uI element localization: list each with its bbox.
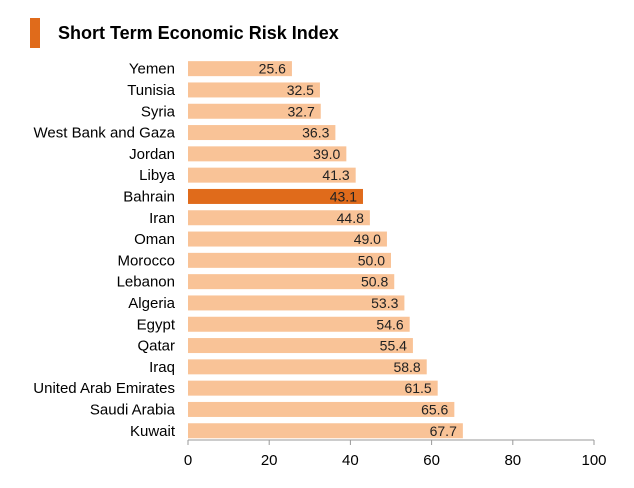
value-label: 36.3 — [302, 125, 329, 141]
value-label: 50.8 — [361, 274, 388, 290]
category-label: Yemen — [129, 61, 175, 78]
bar-egypt — [188, 316, 410, 332]
x-tick-label: 40 — [342, 452, 359, 469]
value-label: 49.0 — [354, 231, 381, 247]
value-label: 32.7 — [288, 103, 315, 119]
category-label: Jordan — [129, 146, 175, 163]
bar-iraq — [188, 359, 427, 375]
value-label: 65.6 — [421, 401, 448, 417]
category-label: Lebanon — [117, 274, 175, 291]
category-label: Qatar — [137, 338, 175, 355]
value-label: 43.1 — [330, 188, 357, 204]
category-label: Egypt — [137, 316, 176, 333]
bar-syria — [188, 103, 321, 119]
category-label: Iran — [149, 210, 175, 227]
x-tick-label: 60 — [423, 452, 440, 469]
bar-bahrain — [188, 188, 363, 204]
category-label: Syria — [141, 103, 176, 120]
value-label: 61.5 — [404, 380, 431, 396]
x-tick-label: 100 — [581, 452, 606, 469]
category-label: Morocco — [117, 252, 175, 269]
value-label: 44.8 — [337, 210, 364, 226]
bar-libya — [188, 167, 356, 183]
bar-morocco — [188, 252, 391, 268]
value-label: 41.3 — [322, 167, 349, 183]
chart-title: Short Term Economic Risk Index — [58, 22, 339, 43]
value-label: 39.0 — [313, 146, 340, 162]
category-label: United Arab Emirates — [33, 380, 175, 397]
bar-saudi-arabia — [188, 401, 455, 417]
bar-jordan — [188, 146, 347, 162]
value-label: 32.5 — [287, 82, 314, 98]
category-label: Kuwait — [130, 423, 176, 440]
x-tick-label: 20 — [261, 452, 278, 469]
category-label: Bahrain — [123, 188, 175, 205]
bar-kuwait — [188, 423, 463, 439]
category-label: West Bank and Gaza — [34, 125, 176, 142]
bar-lebanon — [188, 274, 395, 290]
x-tick-label: 80 — [504, 452, 521, 469]
title-accent-bar — [30, 18, 40, 48]
value-label: 53.3 — [371, 295, 398, 311]
value-label: 55.4 — [380, 338, 407, 354]
chart-title-block: Short Term Economic Risk Index — [30, 18, 339, 48]
value-label: 67.7 — [430, 423, 457, 439]
category-label: Saudi Arabia — [90, 401, 176, 418]
bar-iran — [188, 210, 370, 226]
category-label: Libya — [139, 167, 176, 184]
category-label: Tunisia — [127, 82, 175, 99]
category-label: Algeria — [128, 295, 175, 312]
value-label: 54.6 — [376, 316, 403, 332]
bar-west-bank-and-gaza — [188, 125, 336, 141]
bar-qatar — [188, 338, 413, 354]
x-tick-label: 0 — [184, 452, 192, 469]
bar-yemen — [188, 61, 292, 77]
bar-oman — [188, 231, 387, 247]
category-label: Oman — [134, 231, 175, 248]
category-label: Iraq — [149, 359, 175, 376]
value-label: 58.8 — [393, 359, 420, 375]
value-label: 25.6 — [259, 61, 286, 77]
bar-algeria — [188, 295, 405, 311]
value-label: 50.0 — [358, 252, 385, 268]
bar-tunisia — [188, 82, 320, 98]
bar-united-arab-emirates — [188, 380, 438, 396]
